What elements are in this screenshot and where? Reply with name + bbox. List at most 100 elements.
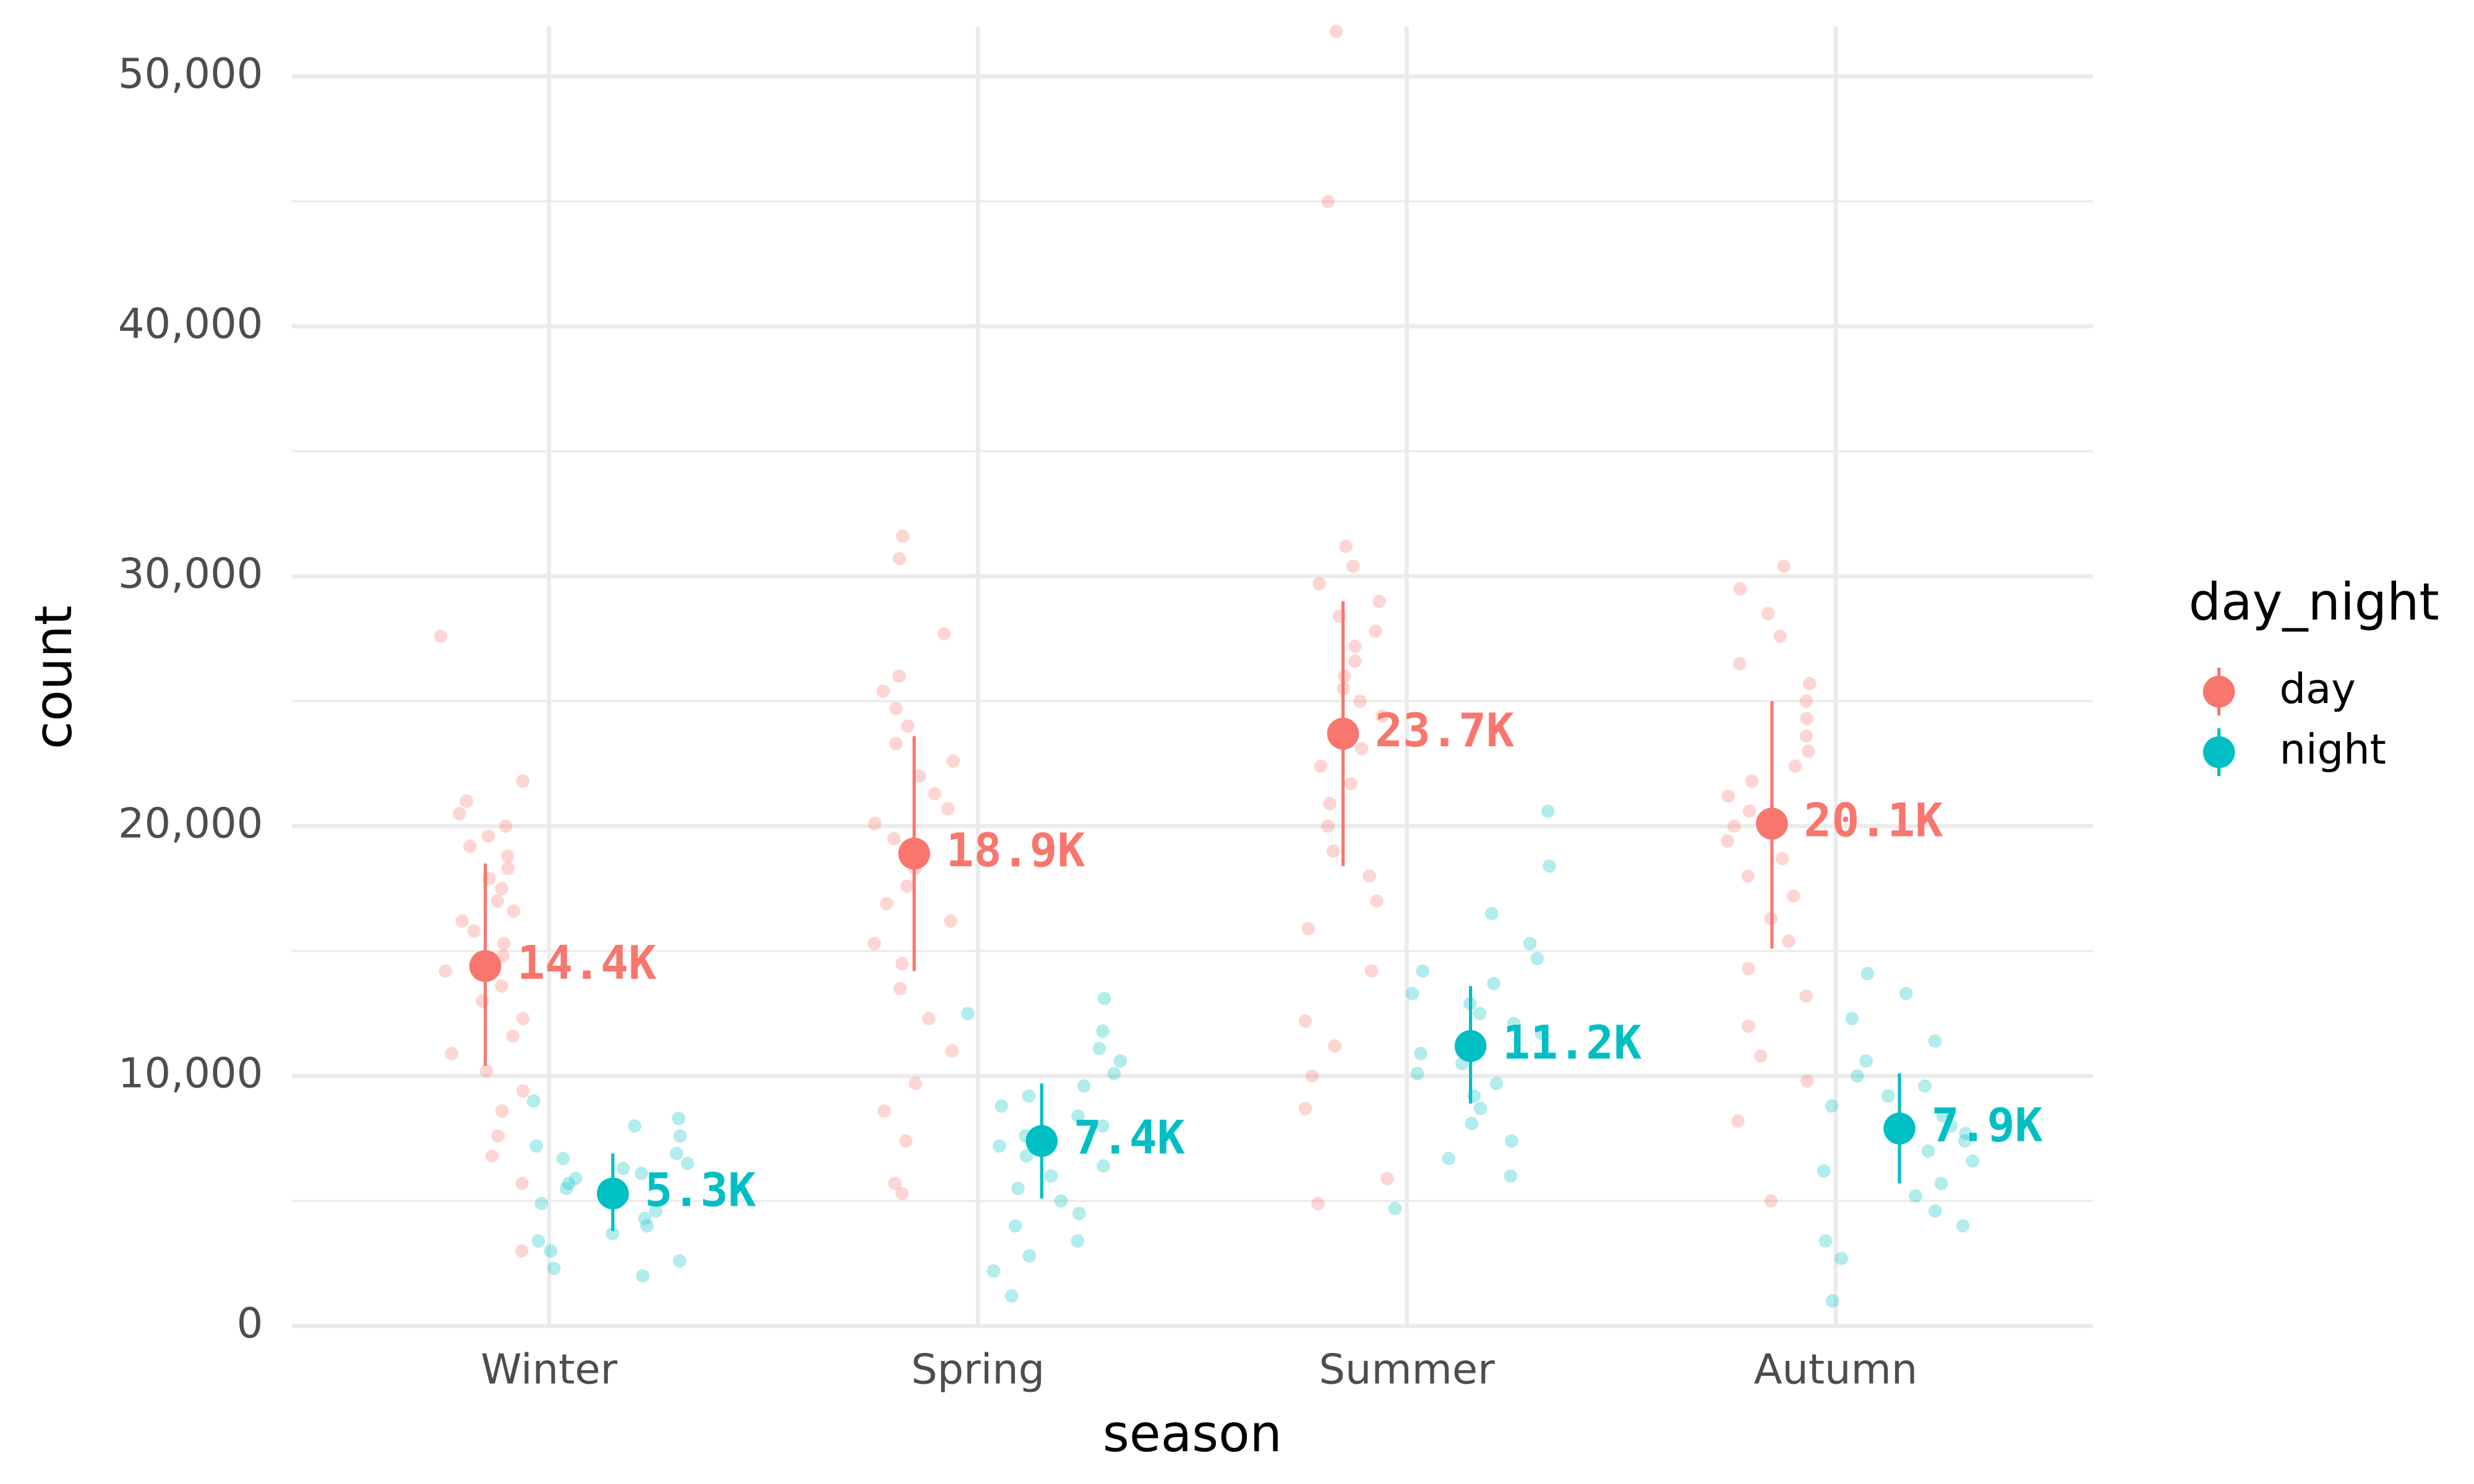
jitter-point (1773, 629, 1787, 643)
jitter-point (628, 1119, 641, 1133)
jitter-point (1321, 819, 1335, 833)
mean-point (1025, 1125, 1058, 1158)
legend-key (2202, 675, 2235, 708)
jitter-point (1761, 607, 1775, 621)
jitter-point (1881, 1089, 1895, 1103)
jitter-point (1095, 1119, 1110, 1133)
jitter-point (568, 1172, 583, 1185)
jitter-point (1473, 1007, 1487, 1020)
jitter-point (1326, 844, 1340, 858)
jitter-point (1487, 976, 1500, 991)
jitter-point (1745, 774, 1759, 788)
jitter-point (896, 529, 910, 544)
jitter-point (1958, 1134, 1972, 1148)
jitter-point (946, 754, 960, 768)
jitter-point (1956, 1219, 1970, 1233)
jitter-point (900, 879, 914, 893)
jitter-point (893, 981, 907, 996)
jitter-point (1008, 1219, 1022, 1233)
jitter-point (1473, 1101, 1487, 1115)
marks: 14.4K 18.9K 23.7K 20.1K 5.3K 7.4K 11.2K 7.9K (434, 25, 2043, 1308)
jitter-point (1489, 1077, 1504, 1091)
jitter-point (1523, 937, 1537, 950)
jitter-point (479, 1064, 494, 1078)
jitter-point (1860, 966, 1875, 981)
jitter-point (638, 1211, 652, 1226)
jitter-point (481, 829, 495, 843)
mean-point (469, 950, 502, 983)
jitter-point (1799, 729, 1813, 743)
jitter-point (460, 794, 474, 808)
jitter-point (1370, 894, 1384, 908)
jitter-point (1405, 986, 1419, 1000)
jitter-point (1323, 796, 1337, 811)
jitter-point (495, 979, 508, 993)
value-label: 11.2K (1502, 1016, 1641, 1070)
jitter-point (497, 937, 511, 950)
jitter-point (1782, 934, 1796, 948)
jitter-point (1851, 1069, 1864, 1083)
jitter-point (1096, 1024, 1110, 1038)
jitter-point (1097, 1159, 1110, 1173)
legend-key (2202, 736, 2235, 769)
jitter-point (1410, 1067, 1424, 1080)
value-label: 7.9K (1932, 1099, 2043, 1153)
jitter-point (636, 1269, 650, 1283)
jitter-point (649, 1204, 663, 1218)
jitter-point (1721, 834, 1734, 848)
x-tick-label: Spring (911, 1345, 1045, 1394)
jitter-point (1944, 1119, 1958, 1133)
value-label: 14.4K (517, 936, 656, 990)
jitter-point (485, 1149, 499, 1163)
mean-point (1756, 808, 1788, 840)
value-label: 23.7K (1375, 704, 1514, 757)
jitter-point (534, 1196, 549, 1211)
jitter-point (895, 957, 909, 971)
value-label: 5.3K (644, 1164, 756, 1217)
jitter-point (1817, 1164, 1831, 1178)
jitter-point (1530, 952, 1544, 966)
jitter-point (559, 1182, 573, 1195)
jitter-point (544, 1244, 558, 1258)
jitter-point (1921, 1144, 1935, 1158)
x-tick-label: Summer (1319, 1345, 1495, 1394)
jitter-point (937, 627, 951, 641)
jitter-point (909, 1077, 923, 1091)
jitter-point (507, 904, 521, 918)
jitter-point (1022, 1249, 1037, 1263)
jitter-point (672, 1254, 687, 1268)
jitter-point (987, 1264, 1001, 1278)
jitter-point (1107, 1067, 1121, 1080)
jitter-point (1727, 819, 1741, 833)
jitter-point (635, 1166, 648, 1180)
jitter-point (501, 849, 515, 863)
jitter-point (1305, 1069, 1319, 1083)
jitter-point (1741, 869, 1755, 883)
jitter-point (1465, 1117, 1479, 1130)
x-tick-label: Winter (481, 1345, 617, 1394)
jitter-point (680, 1156, 695, 1171)
jitter-point (895, 1187, 909, 1200)
jitter-point (1834, 1252, 1849, 1266)
jitter-point (606, 1226, 620, 1240)
y-tick-label: 20,000 (118, 800, 263, 848)
jitter-point (901, 719, 915, 733)
jitter-point (547, 1261, 561, 1276)
jitter-point (1753, 1049, 1768, 1063)
jitter-point (889, 702, 903, 715)
jitter-point (1363, 869, 1376, 883)
jitter-point (1800, 1074, 1814, 1088)
jitter-point (1077, 1079, 1091, 1093)
jitter-point (445, 1046, 458, 1060)
jitter-point (1072, 1206, 1086, 1221)
jitter-point (1507, 1017, 1521, 1031)
jitter-point (1376, 709, 1389, 723)
jitter-point (1092, 1041, 1106, 1055)
jitter-point (1298, 1101, 1312, 1115)
jitter-point (961, 1007, 975, 1020)
jitter-point (1011, 1182, 1025, 1195)
jitter-point (941, 801, 955, 816)
jitter-point (1071, 1234, 1085, 1248)
x-axis-title: season (1103, 1404, 1282, 1464)
